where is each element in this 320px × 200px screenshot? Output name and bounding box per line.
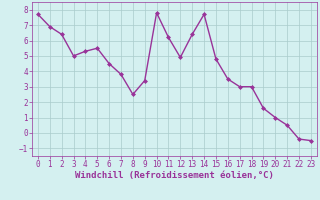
X-axis label: Windchill (Refroidissement éolien,°C): Windchill (Refroidissement éolien,°C) [75,171,274,180]
